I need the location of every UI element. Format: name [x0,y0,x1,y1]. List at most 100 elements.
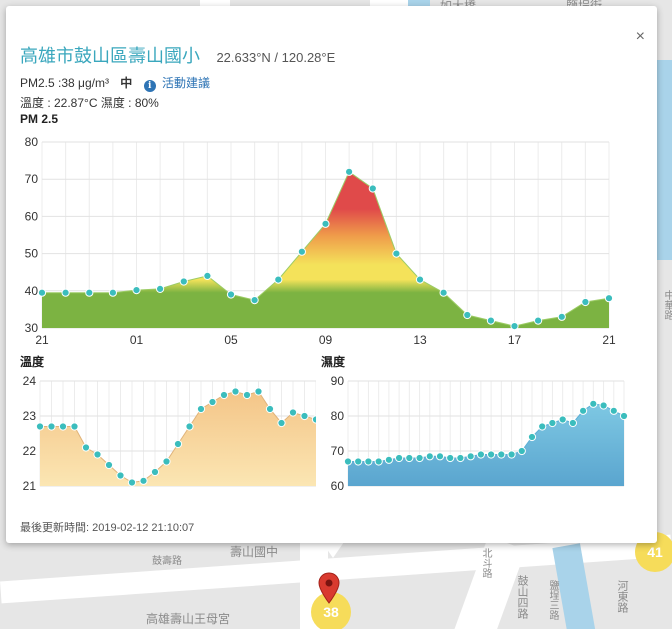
popup-header: 高雄市鼓山區壽山國小 22.633°N / 120.28°E [20,42,335,68]
y-tick-label: 90 [331,374,345,388]
data-point [108,288,118,297]
area-fill [40,391,316,486]
data-point [208,397,217,407]
data-point [581,297,590,307]
map-label-temple: 高雄壽山王母宮 [146,612,231,626]
x-tick-label: 05 [224,333,238,347]
data-point [127,478,137,487]
y-tick-label: 22 [23,444,37,458]
data-point [368,184,377,193]
data-point [219,390,229,400]
data-point [150,467,160,477]
data-point [231,387,240,396]
y-tick-label: 70 [25,172,39,186]
y-tick-label: 70 [331,444,345,458]
temp-humidity-summary: 溫度 : 22.87°C 濕度 : 80% [20,96,159,110]
data-point [527,432,537,442]
data-point [557,312,566,321]
data-point [185,422,194,431]
activity-advice-link[interactable]: 活動建議 [162,76,211,90]
map-label-school: 壽山國中 [230,545,279,559]
y-tick-label: 24 [23,374,37,388]
station-coordinates: 22.633°N / 120.28°E [216,50,336,65]
data-point [203,271,212,280]
data-point [93,450,102,459]
y-tick-label: 30 [25,321,39,335]
data-point [85,288,94,297]
temperature-chart: 21 22 23 24 [23,374,316,493]
data-point [35,422,45,431]
data-point [116,471,125,480]
map-river [657,60,672,260]
data-point [395,453,404,463]
data-point [242,390,252,400]
data-point [435,452,445,461]
data-point [510,322,519,331]
data-point [507,450,516,459]
data-point [226,290,236,299]
series-line [348,403,625,462]
map-label-road: 鼓山四路 [516,575,528,619]
map-label-road: 鼓壽路 [152,556,182,567]
data-point [384,455,394,464]
data-point [104,460,114,470]
data-point [61,288,70,297]
data-point [173,439,183,449]
data-point [415,275,425,284]
data-point [487,450,496,459]
humidity-chart: 60 70 80 90 [331,374,629,493]
close-icon[interactable]: × [635,28,645,45]
data-point [274,275,283,284]
pm-summary: PM2.5 :38 μg/m³ 中 i 活動建議 [20,74,210,92]
pm-value-text: PM2.5 :38 μg/m³ [20,76,109,90]
data-point [548,418,557,428]
data-point [534,316,543,325]
map-road [370,0,430,8]
info-icon[interactable]: i [143,80,156,92]
data-point [374,457,383,466]
data-point [486,316,495,325]
data-point [517,446,526,456]
data-point [47,422,56,431]
x-tick-label: 21 [35,333,49,347]
data-point [300,411,309,421]
data-point [297,247,306,256]
data-point [425,452,434,461]
data-point [277,418,286,428]
data-point [497,450,506,459]
popup-pointer [322,542,344,558]
data-point [345,167,354,176]
data-point [288,408,298,417]
map-label-road: 中華路 [662,290,672,320]
data-point [392,249,401,258]
map-label-road: 鹽埕三路 [547,580,558,620]
pm25-chart: 30 40 50 60 70 80 21 01 05 09 13 17 21 [25,135,616,347]
data-point [343,457,353,466]
y-tick-label: 23 [23,409,37,423]
data-point [446,453,455,463]
y-tick-label: 80 [25,135,39,149]
data-point [156,284,165,293]
data-point [162,457,171,466]
data-point [321,219,330,228]
data-point [37,288,47,297]
data-point [538,422,547,431]
x-tick-label: 13 [413,333,427,347]
data-point [619,411,629,421]
data-point [599,401,608,410]
y-tick-label: 60 [331,479,345,493]
data-point [463,310,472,320]
x-tick-label: 21 [602,333,616,347]
data-point [476,450,485,459]
map-pin-icon[interactable] [318,572,340,604]
data-point [558,415,567,424]
area-fill [42,171,609,328]
data-point [265,404,275,414]
data-point [179,277,188,286]
map-label-road: 北斗路 [480,548,491,578]
data-point [405,453,414,463]
data-point [579,406,588,415]
pm-level-badge: 中 [120,76,133,90]
station-name: 高雄市鼓山區壽山國小 [20,46,200,66]
data-point [132,286,141,295]
